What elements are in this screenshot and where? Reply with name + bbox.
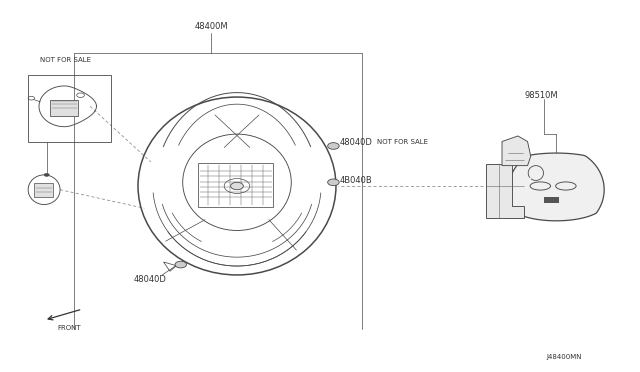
Text: 48400M: 48400M — [195, 22, 228, 31]
Polygon shape — [502, 136, 531, 166]
Circle shape — [328, 179, 339, 186]
Polygon shape — [486, 164, 524, 218]
Text: FRONT: FRONT — [57, 325, 81, 331]
Text: 4B040B: 4B040B — [339, 176, 372, 185]
Text: 98510M: 98510M — [524, 91, 558, 100]
Circle shape — [44, 173, 49, 176]
FancyBboxPatch shape — [50, 100, 78, 116]
Circle shape — [175, 261, 186, 268]
FancyBboxPatch shape — [543, 197, 559, 203]
Text: NOT FOR SALE: NOT FOR SALE — [40, 57, 92, 63]
Text: 48040D: 48040D — [339, 138, 372, 147]
Text: 48040D: 48040D — [134, 275, 166, 284]
Polygon shape — [508, 153, 604, 221]
FancyBboxPatch shape — [34, 183, 53, 197]
Text: J48400MN: J48400MN — [547, 354, 582, 360]
Circle shape — [230, 182, 243, 190]
Text: NOT FOR SALE: NOT FOR SALE — [378, 139, 428, 145]
Circle shape — [328, 142, 339, 149]
